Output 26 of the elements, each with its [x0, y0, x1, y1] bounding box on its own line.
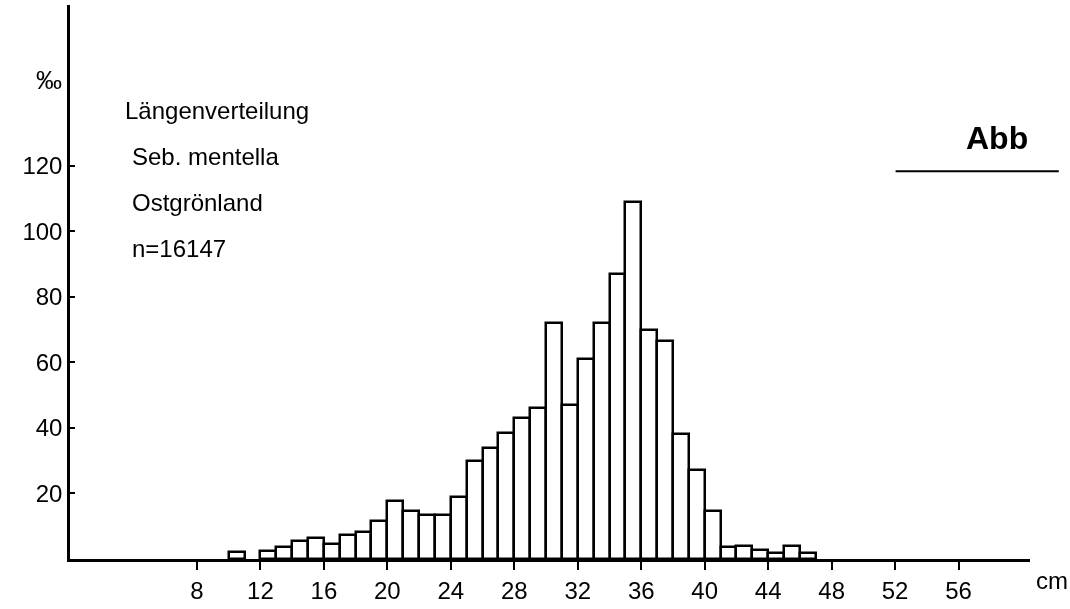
x-tick-label: 24 — [437, 576, 465, 604]
y-axis-title: ‰ — [36, 65, 62, 95]
x-tick-label: 28 — [500, 576, 528, 604]
x-tick-label: 16 — [310, 576, 338, 604]
y-tick-label: 80 — [35, 283, 63, 311]
x-tick-label: 52 — [881, 576, 909, 604]
y-tick-label: 20 — [35, 479, 63, 507]
y-tick-label: 60 — [35, 348, 63, 376]
x-tick-label: 48 — [818, 576, 845, 604]
x-tick-label: 56 — [945, 576, 972, 604]
annotation: Abb — [966, 120, 1029, 156]
x-tick-label: 12 — [247, 576, 274, 604]
annotation: Seb. mentella — [132, 143, 280, 170]
x-tick-label: 32 — [564, 576, 592, 604]
x-axis-title: cm — [1036, 567, 1068, 594]
y-tick-label: 120 — [22, 152, 63, 180]
x-tick-label: 36 — [627, 576, 655, 604]
x-tick-label: 40 — [691, 576, 719, 604]
y-tick-label: 100 — [22, 217, 63, 245]
annotation: n=16147 — [132, 235, 227, 262]
y-tick-label: 40 — [35, 414, 63, 442]
x-tick-label: 44 — [754, 576, 782, 604]
x-tick-label: 8 — [190, 576, 204, 604]
annotation: Längenverteilung — [125, 97, 310, 124]
annotation: Ostgrönland — [132, 189, 263, 216]
x-tick-label: 20 — [374, 576, 401, 604]
